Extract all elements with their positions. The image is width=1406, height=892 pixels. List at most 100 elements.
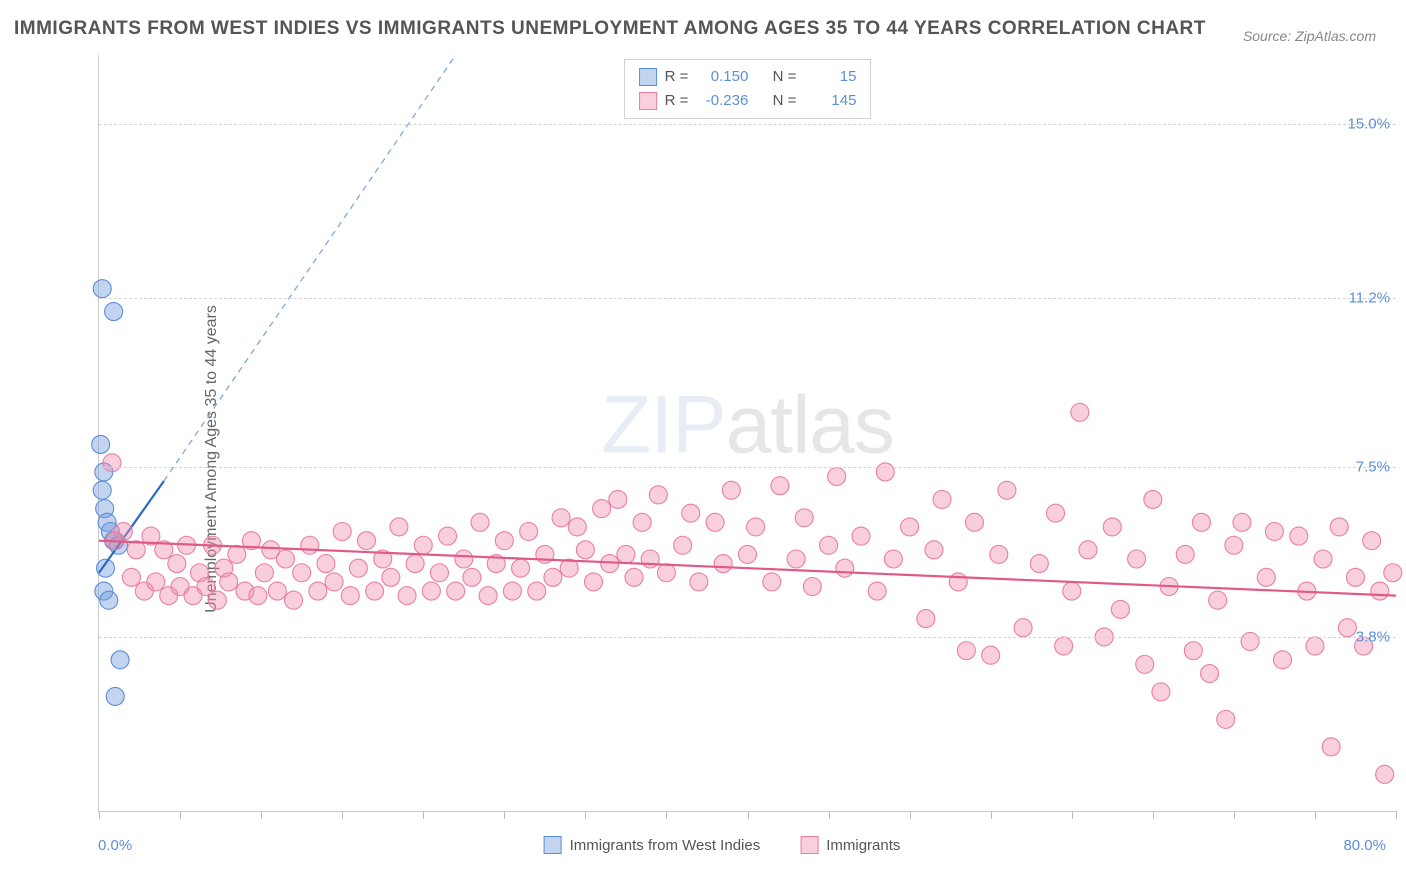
x-tick [991,811,992,819]
y-tick-label: 7.5% [1356,459,1390,476]
n-value: 15 [804,65,856,89]
data-point [568,518,586,536]
data-point [341,587,359,605]
data-point [1217,710,1235,728]
data-point [706,513,724,531]
data-point [747,518,765,536]
r-value: 0.150 [696,65,748,89]
data-point [1384,564,1402,582]
data-point [1063,582,1081,600]
x-tick [99,811,100,819]
data-point [447,582,465,600]
n-value: 145 [804,89,856,113]
data-point [1136,655,1154,673]
data-point [114,523,132,541]
data-point [439,527,457,545]
data-point [1144,490,1162,508]
data-point [520,523,538,541]
data-point [406,555,424,573]
x-axis-min-label: 0.0% [98,837,132,854]
data-point [820,536,838,554]
data-point [285,591,303,609]
data-point [682,504,700,522]
data-point [390,518,408,536]
gridline [99,298,1396,299]
data-point [552,509,570,527]
data-point [147,573,165,591]
source-credit: Source: ZipAtlas.com [1243,28,1376,44]
data-point [771,477,789,495]
trend-extrapolate [164,55,456,481]
x-tick [1234,811,1235,819]
data-point [1257,568,1275,586]
x-tick [1072,811,1073,819]
data-point [106,687,124,705]
data-point [1376,765,1394,783]
x-tick [829,811,830,819]
data-point [1322,738,1340,756]
data-point [1014,619,1032,637]
data-point [309,582,327,600]
legend-swatch [544,836,562,854]
gridline [99,467,1396,468]
data-point [795,509,813,527]
data-point [949,573,967,591]
legend-stats: R =0.150 N =15R =-0.236 N =145 [624,59,872,119]
data-point [884,550,902,568]
data-point [1209,591,1227,609]
data-point [1071,403,1089,421]
x-tick [748,811,749,819]
data-point [1103,518,1121,536]
data-point [593,500,611,518]
x-tick [180,811,181,819]
legend-label: Immigrants [826,837,900,854]
data-point [1192,513,1210,531]
x-axis-max-label: 80.0% [1343,837,1386,854]
data-point [333,523,351,541]
data-point [471,513,489,531]
data-point [609,490,627,508]
data-point [1363,532,1381,550]
data-point [349,559,367,577]
data-point [625,568,643,586]
gridline [99,124,1396,125]
data-point [366,582,384,600]
data-point [990,545,1008,563]
y-tick-label: 11.2% [1349,289,1390,306]
data-point [576,541,594,559]
legend-item: Immigrants from West Indies [544,836,761,854]
legend-item: Immigrants [800,836,900,854]
data-point [836,559,854,577]
data-point [690,573,708,591]
data-point [1330,518,1348,536]
data-point [852,527,870,545]
n-label: N = [773,65,797,89]
data-point [512,559,530,577]
data-point [414,536,432,554]
data-point [933,490,951,508]
data-point [722,481,740,499]
data-point [301,536,319,554]
data-point [220,573,238,591]
y-tick-label: 3.8% [1356,628,1390,645]
data-point [649,486,667,504]
legend-label: Immigrants from West Indies [570,837,761,854]
legend-swatch [800,836,818,854]
x-tick [423,811,424,819]
y-tick-label: 15.0% [1347,115,1390,132]
data-point [1265,523,1283,541]
x-tick [1153,811,1154,819]
data-point [876,463,894,481]
x-tick [1396,811,1397,819]
data-point [455,550,473,568]
data-point [1152,683,1170,701]
x-tick [261,811,262,819]
data-point [1047,504,1065,522]
data-point [228,545,246,563]
data-point [901,518,919,536]
data-point [1055,637,1073,655]
data-point [1176,545,1194,563]
legend-swatch [639,92,657,110]
data-point [358,532,376,550]
data-point [1030,555,1048,573]
